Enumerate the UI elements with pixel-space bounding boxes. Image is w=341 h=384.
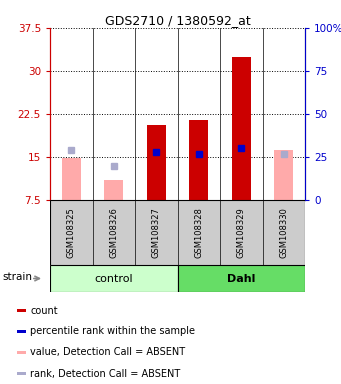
Text: rank, Detection Call = ABSENT: rank, Detection Call = ABSENT [30, 369, 180, 379]
Text: control: control [94, 273, 133, 283]
Bar [232, 57, 251, 200]
Text: GSM108325: GSM108325 [67, 207, 76, 258]
Bar [104, 180, 123, 200]
Text: strain: strain [2, 272, 32, 282]
Text: count: count [30, 306, 58, 316]
Text: Dahl: Dahl [227, 273, 255, 283]
Text: GSM108328: GSM108328 [194, 207, 203, 258]
Bar [17, 372, 26, 376]
Bar [50, 265, 178, 292]
Bar [17, 309, 26, 313]
Text: GSM108327: GSM108327 [152, 207, 161, 258]
Bar [178, 265, 305, 292]
Text: GSM108326: GSM108326 [109, 207, 118, 258]
Text: GSM108330: GSM108330 [279, 207, 288, 258]
Bar [189, 120, 208, 200]
Title: GDS2710 / 1380592_at: GDS2710 / 1380592_at [105, 14, 250, 27]
Text: value, Detection Call = ABSENT: value, Detection Call = ABSENT [30, 348, 186, 358]
Bar [274, 150, 293, 200]
Bar [17, 329, 26, 333]
Text: percentile rank within the sample: percentile rank within the sample [30, 326, 195, 336]
Bar [147, 126, 166, 200]
Bar [17, 351, 26, 354]
Text: GSM108329: GSM108329 [237, 207, 246, 258]
Bar [62, 158, 81, 200]
